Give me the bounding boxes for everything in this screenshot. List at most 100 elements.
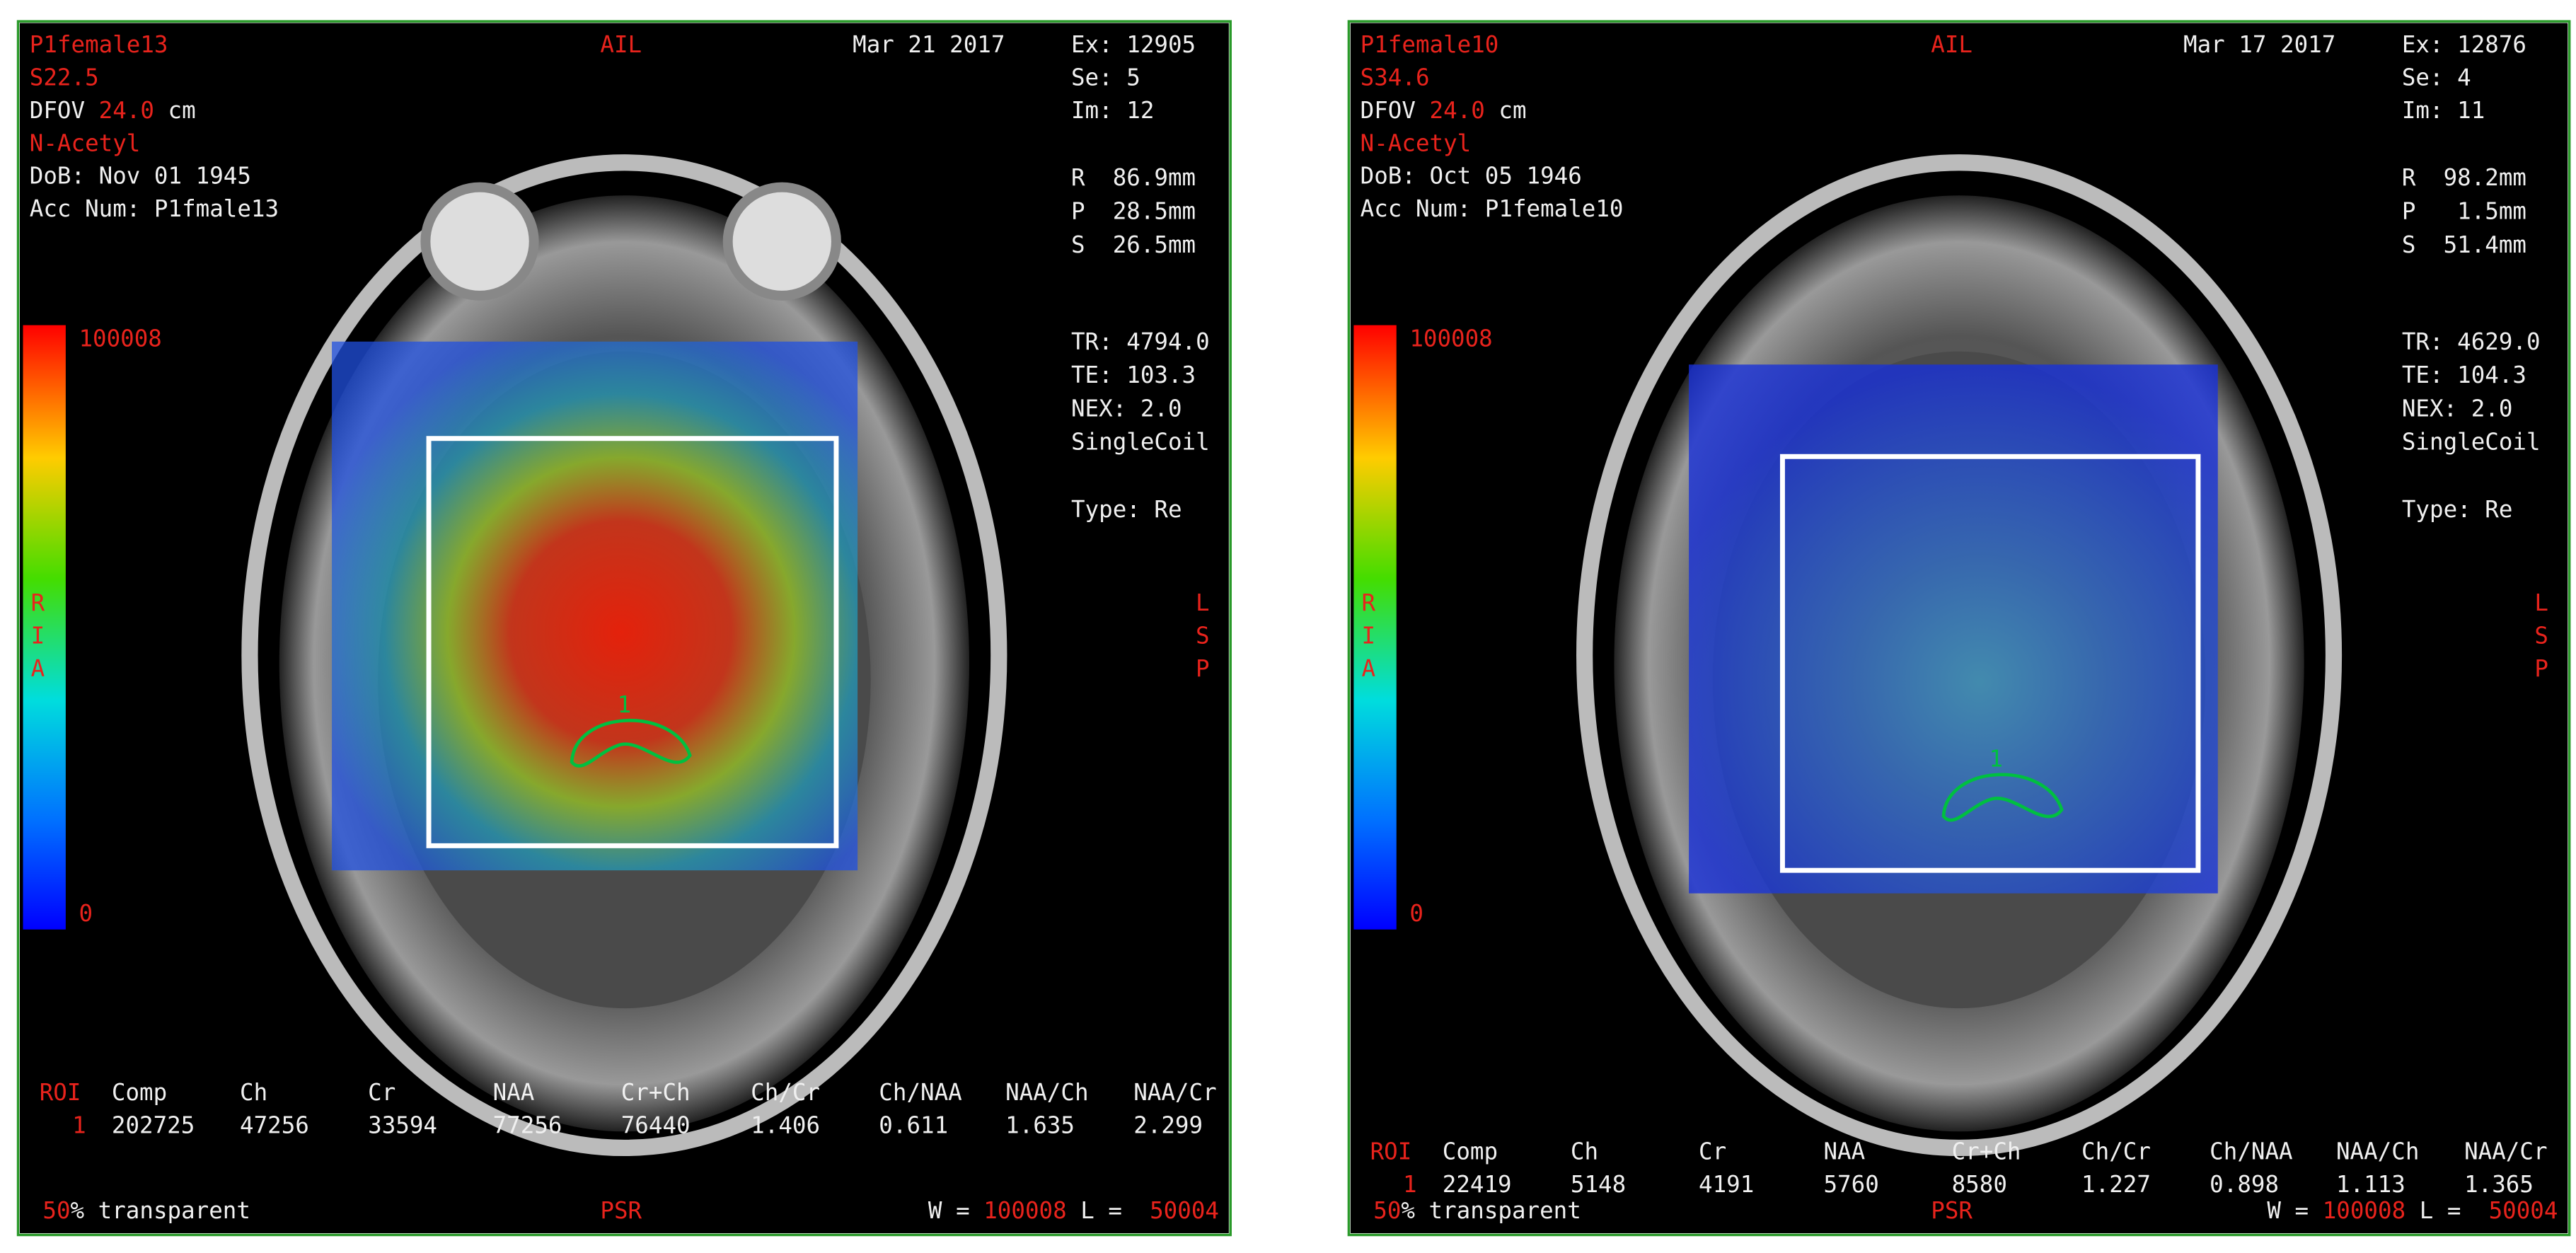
table-header: Comp	[1443, 1138, 1498, 1165]
heatmap	[332, 341, 858, 871]
dfov-unit: cm	[1498, 97, 1526, 124]
window-value: 100008	[2323, 1197, 2405, 1224]
orientation-bottom: PSR	[1931, 1197, 1973, 1224]
dfov: DFOV 24.0 cm	[30, 97, 196, 124]
patient-id: P1female10	[1361, 31, 1499, 58]
transparency-value: 50	[42, 1197, 70, 1224]
patient-id: P1female13	[30, 31, 168, 58]
window-level: W = 100008 L = 50004	[928, 1197, 1219, 1224]
type: Type: Re	[2402, 496, 2513, 523]
table-header: ROI	[1370, 1138, 1412, 1165]
table-cell: 1	[72, 1111, 86, 1138]
table-header: NAA/Ch	[1005, 1079, 1088, 1106]
scan-param: TR: 4629.0	[2402, 328, 2541, 355]
table-cell: 76440	[621, 1111, 691, 1138]
dfov-unit: cm	[168, 97, 196, 124]
panel-border	[1347, 20, 2571, 1237]
date: Mar 21 2017	[853, 31, 1005, 58]
table-header: Cr	[368, 1079, 395, 1106]
window-label: W =	[928, 1197, 970, 1224]
transparency: 50% transparent	[1373, 1197, 1581, 1224]
position: P 1.5mm	[2402, 198, 2526, 225]
orientation-right: S	[2534, 623, 2548, 649]
table-header: NAA/Cr	[1133, 1079, 1216, 1106]
eye	[722, 182, 841, 301]
dfov-label: DFOV	[30, 97, 85, 124]
orientation-top: AIL	[600, 31, 642, 58]
table-header: Cr+Ch	[621, 1079, 691, 1106]
panel: 1 100008 0 P1female10 S34.6 DFOV 24.0 cm N-Ace…	[1350, 23, 2568, 1234]
position: R 98.2mm	[2402, 164, 2526, 191]
orientation-left: A	[31, 655, 45, 682]
dfov-value: 24.0	[99, 97, 154, 124]
position: R 86.9mm	[1071, 164, 1196, 191]
exam-info: Im: 12	[1071, 97, 1154, 124]
table-cell: 22419	[1443, 1171, 1512, 1198]
exam-info: Ex: 12905	[1071, 31, 1196, 58]
scan-param: TR: 4794.0	[1071, 328, 1210, 355]
eye	[420, 182, 539, 301]
metabolite: N-Acetyl	[1361, 129, 1472, 156]
roi-contour	[1941, 773, 2064, 822]
orientation-left: R	[31, 589, 45, 616]
table-cell: 4191	[1699, 1171, 1754, 1198]
table-header: Cr+Ch	[1952, 1138, 2021, 1165]
orientation-left: A	[1361, 655, 1375, 682]
transparency-value: 50	[1373, 1197, 1401, 1224]
table-header: Ch	[240, 1079, 267, 1106]
table-header: Ch/Cr	[2081, 1138, 2151, 1165]
table-header: Ch/Cr	[751, 1079, 820, 1106]
scan-param: NEX: 2.0	[2402, 395, 2513, 422]
colorbar-max: 100008	[79, 325, 161, 352]
position: S 51.4mm	[2402, 231, 2526, 258]
orientation-left: R	[1361, 589, 1375, 616]
orientation-right: P	[1196, 655, 1210, 682]
exam-info: Se: 4	[2402, 64, 2471, 91]
panel: 1 100008 0 P1female13 S22.5 DFOV 24.0 cm N-Ace…	[19, 23, 1229, 1234]
table-header: NAA	[1823, 1138, 1865, 1165]
voxel-box	[1779, 454, 2201, 873]
level-label: L =	[1080, 1197, 1122, 1224]
panel-border	[16, 20, 1232, 1237]
exam-info: Se: 5	[1071, 64, 1140, 91]
scan-param: TE: 104.3	[2402, 362, 2526, 388]
colorbar	[1353, 325, 1397, 930]
table-cell: 0.898	[2210, 1171, 2279, 1198]
table-header: NAA	[493, 1079, 535, 1106]
scan-param: SingleCoil	[1071, 428, 1210, 455]
level-label: L =	[2420, 1197, 2461, 1224]
colorbar-min: 0	[1409, 900, 1423, 927]
table-header: ROI	[40, 1079, 81, 1106]
dob: DoB: Nov 01 1945	[30, 163, 251, 190]
acc-num: Acc Num: P1female10	[1361, 195, 1624, 222]
scan-param: TE: 103.3	[1071, 362, 1196, 388]
acc-num: Acc Num: P1fmale13	[30, 195, 279, 222]
level-value: 50004	[2489, 1197, 2558, 1224]
roi-label: 1	[1989, 746, 2004, 773]
table-cell: 8580	[1952, 1171, 2007, 1198]
colorbar-max: 100008	[1409, 325, 1492, 352]
dob: DoB: Oct 05 1946	[1361, 163, 1582, 190]
window-value: 100008	[983, 1197, 1066, 1224]
table-header: NAA/Ch	[2336, 1138, 2419, 1165]
position: P 28.5mm	[1071, 198, 1196, 225]
orientation-bottom: PSR	[600, 1197, 642, 1224]
orientation-right: L	[1196, 589, 1210, 616]
skull	[1576, 154, 2343, 1157]
slice: S22.5	[30, 64, 99, 91]
table-cell: 1.113	[2336, 1171, 2405, 1198]
dfov-value: 24.0	[1430, 97, 1485, 124]
exam-info: Im: 11	[2402, 97, 2485, 124]
orientation-left: I	[1361, 623, 1375, 649]
transparency: 50% transparent	[42, 1197, 250, 1224]
metabolite: N-Acetyl	[30, 129, 141, 156]
table-cell: 1.406	[751, 1111, 820, 1138]
roi-label: 1	[618, 691, 632, 718]
table-header: Ch/NAA	[879, 1079, 961, 1106]
dfov: DFOV 24.0 cm	[1361, 97, 1527, 124]
type: Type: Re	[1071, 496, 1182, 523]
orientation-right: S	[1196, 623, 1210, 649]
table-cell: 77256	[493, 1111, 562, 1138]
orientation-top: AIL	[1931, 31, 1973, 58]
